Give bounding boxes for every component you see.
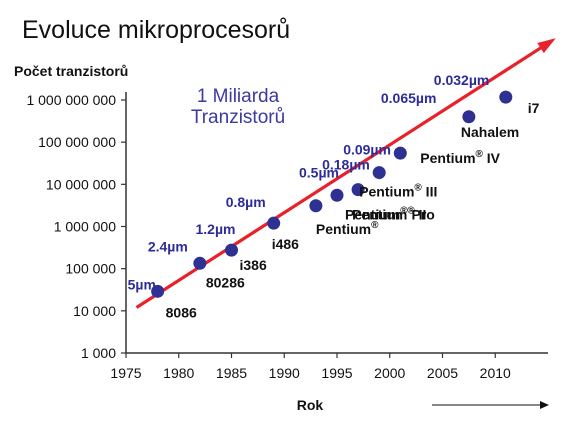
processor-name-label: Nahalem xyxy=(461,124,519,140)
processor-name-label: i7 xyxy=(528,100,540,116)
process-size-label: 0.065µm xyxy=(381,90,437,106)
processor-name-label: Pentium® Pro xyxy=(345,205,435,222)
x-tick-label: 1995 xyxy=(321,365,352,381)
annotation-line-2: Tranzistorů xyxy=(191,107,285,128)
x-tick-label: 2005 xyxy=(427,365,458,381)
process-size-label: 0.09µm xyxy=(343,142,391,158)
x-tick-label: 1980 xyxy=(163,365,194,381)
process-size-label: 0.8µm xyxy=(226,194,266,210)
x-tick-label: 1975 xyxy=(110,365,141,381)
processor-name-label: Pentium® III xyxy=(359,183,437,200)
y-tick-label: 10 000 xyxy=(73,303,116,319)
process-size-label: 1.2µm xyxy=(196,221,236,237)
chart-title: Evoluce mikroprocesorů xyxy=(22,16,290,44)
data-point xyxy=(151,284,165,298)
data-point xyxy=(193,256,207,270)
annotation-line-1: 1 Miliarda xyxy=(197,86,280,107)
process-size-label: 0.18µm xyxy=(322,157,370,173)
processor-name-label: Pentium® II xyxy=(352,206,426,223)
process-size-label: 0.5µm xyxy=(299,164,339,180)
processor-name-label: Pentium® IV xyxy=(420,149,500,166)
x-tick-label: 2000 xyxy=(374,365,405,381)
y-axis-title: Počet tranzistorů xyxy=(14,63,128,79)
data-point xyxy=(351,183,365,197)
data-point xyxy=(225,243,238,257)
points xyxy=(151,90,513,298)
y-tick-label: 100 000 xyxy=(65,261,116,277)
data-point xyxy=(267,216,281,230)
processor-name-label: 80286 xyxy=(206,274,245,290)
ticks: 1 000 10 000 100 000 1 000 000 10 000 000 100… xyxy=(26,92,511,381)
data-point xyxy=(499,90,513,104)
y-tick-label: 1 000 000 xyxy=(54,219,116,235)
data-point xyxy=(330,188,344,202)
data-point xyxy=(309,199,323,213)
data-point xyxy=(393,146,407,160)
process-size-label: 5µm xyxy=(128,276,156,292)
time-arrow-head xyxy=(540,401,549,409)
process-size-label: 0.032µm xyxy=(434,72,490,88)
processor-name-label: i386 xyxy=(240,257,267,273)
x-axis-title: Rok xyxy=(297,397,324,413)
processor-name-label: Pentium® xyxy=(316,220,379,237)
point-labels: 8086 5µm 80286 2.4µm i386 1.2µm i486 0.8µm Penti… xyxy=(128,72,540,320)
y-tick-label: 1 000 000 000 xyxy=(26,92,116,108)
processor-name-label: 8086 xyxy=(166,304,197,320)
x-tick-label: 1985 xyxy=(216,365,247,381)
x-tick-label: 1990 xyxy=(269,365,300,381)
process-size-label: 2.4µm xyxy=(148,238,188,254)
y-tick-label: 1 000 xyxy=(81,345,116,361)
trend-arrowhead xyxy=(537,38,556,54)
x-tick-label: 2010 xyxy=(480,365,511,381)
processor-name-label: i486 xyxy=(272,236,299,252)
data-point xyxy=(462,110,476,124)
y-tick-label: 10 000 000 xyxy=(46,176,116,192)
y-tick-label: 100 000 000 xyxy=(38,134,116,150)
data-point xyxy=(372,166,386,180)
